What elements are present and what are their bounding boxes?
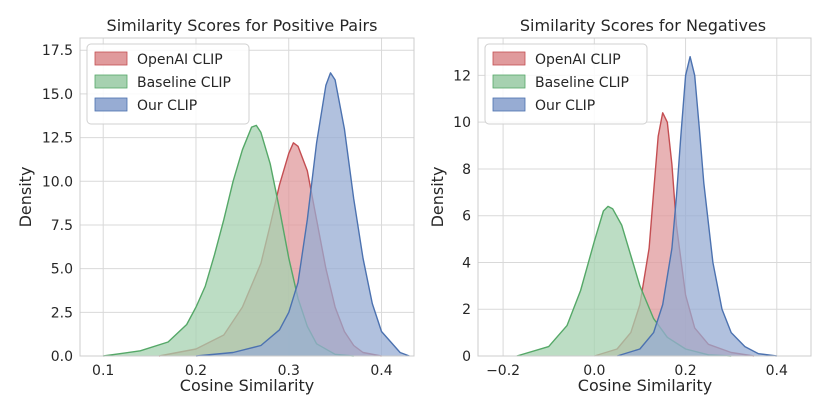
legend-label-our-clip: Our CLIP — [137, 98, 197, 114]
x-axis-label: Cosine Similarity — [180, 376, 314, 395]
y-axis-label: Density — [16, 167, 35, 228]
y-axis-label: Density — [428, 167, 447, 228]
x-tick-label: 0.1 — [92, 363, 114, 379]
legend-label-openai-clip: OpenAI CLIP — [535, 52, 621, 68]
x-tick-label: 0.4 — [766, 363, 788, 379]
legend-swatch-openai-clip — [492, 51, 526, 66]
legend-label-baseline-clip: Baseline CLIP — [535, 75, 629, 91]
legend-label-openai-clip: OpenAI CLIP — [137, 52, 223, 68]
chart-title: Similarity Scores for Negatives — [520, 16, 766, 35]
plot-frame — [477, 37, 812, 357]
legend-box — [86, 43, 250, 125]
legend-swatch-baseline-clip — [94, 74, 128, 89]
y-tick-label: 17.5 — [42, 43, 73, 59]
y-tick-label: 5.0 — [51, 262, 73, 278]
kde-line-our-clip — [616, 56, 777, 357]
area-our-clip — [196, 72, 410, 357]
x-tick-label: 0.2 — [185, 363, 207, 379]
x-tick-label: 0.0 — [583, 363, 605, 379]
chart-title: Similarity Scores for Positive Pairs — [107, 16, 378, 35]
chart-positive-pairs: Similarity Scores for Positive Pairs 0.1… — [16, 16, 415, 395]
kde-line-our-clip — [195, 72, 410, 357]
y-tick-label: 2.5 — [51, 305, 73, 321]
x-axis-label: Cosine Similarity — [578, 376, 712, 395]
y-tick-label: 7.5 — [51, 218, 73, 234]
y-tick-label: 0 — [462, 349, 471, 365]
y-tick-label: 0.0 — [51, 349, 73, 365]
plot-frame — [79, 37, 415, 357]
y-tick-label: 2 — [462, 302, 471, 318]
legend-label-baseline-clip: Baseline CLIP — [137, 75, 231, 91]
y-tick-label: 10.0 — [42, 174, 73, 190]
x-tick-label: −0.2 — [486, 363, 520, 379]
x-tick-label: 0.3 — [278, 363, 300, 379]
chart-negatives: Similarity Scores for Negatives −0.2 0.0 0… — [428, 16, 812, 395]
x-tick-label: 0.2 — [674, 363, 696, 379]
area-baseline-clip — [103, 125, 354, 357]
area-our-clip — [617, 56, 777, 356]
y-tick-label: 12 — [453, 68, 471, 84]
y-tick-label: 6 — [462, 209, 471, 225]
y-tick-label: 12.5 — [42, 131, 73, 147]
x-tick-label: 0.4 — [370, 363, 392, 379]
y-tick-label: 15.0 — [42, 87, 73, 103]
y-tick-label: 10 — [453, 115, 471, 131]
legend-swatch-our-clip — [492, 97, 526, 112]
legend-label-our-clip: Our CLIP — [535, 98, 595, 114]
y-tick-label: 4 — [462, 255, 471, 271]
legend-swatch-our-clip — [94, 97, 128, 112]
legend-swatch-openai-clip — [94, 51, 128, 66]
legend-box — [484, 43, 648, 125]
y-tick-label: 8 — [462, 162, 471, 178]
legend-swatch-baseline-clip — [492, 74, 526, 89]
